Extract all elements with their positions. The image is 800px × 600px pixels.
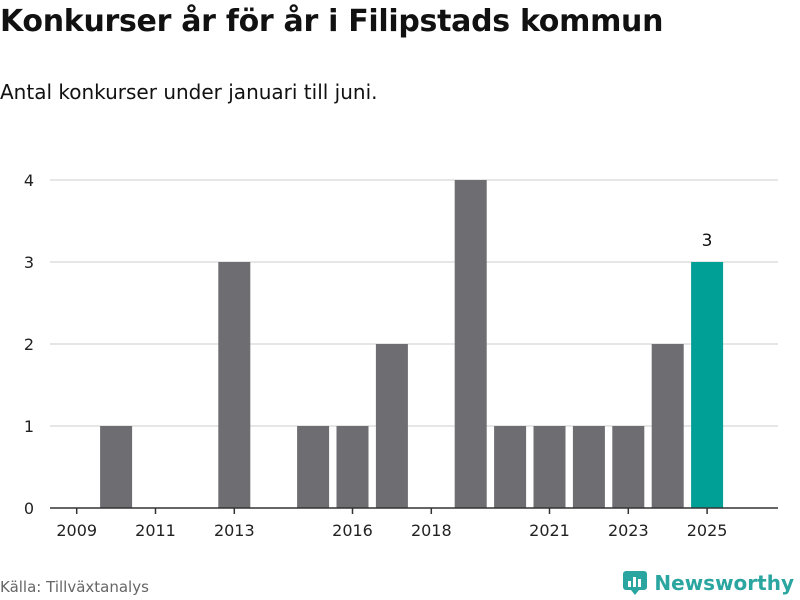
bar-chart: 0 1 2 3 4 2009 2011 2013 2016 2018 2021 2023 2025 3 (24, 171, 778, 540)
bars (100, 180, 724, 508)
x-tick-label-2009: 2009 (56, 521, 97, 540)
y-tick-label-4: 4 (24, 171, 34, 190)
bar-2016 (336, 426, 369, 508)
y-tick-label-1: 1 (24, 417, 34, 436)
bar-2023 (612, 426, 645, 508)
bar-2017 (375, 344, 408, 508)
data-label-2025: 3 (702, 231, 713, 251)
x-tick-label-2016: 2016 (332, 521, 373, 540)
labels: 0 1 2 3 4 2009 2011 2013 2016 2018 2021 2023 2025 3 (24, 171, 728, 540)
bar-2015 (297, 426, 330, 508)
bar-2020 (494, 426, 527, 508)
newsworthy-logo-icon (623, 571, 648, 595)
chart-title: Konkurser år för år i Filipstads kommun (0, 4, 664, 39)
bar-2019 (454, 180, 487, 508)
bar-2025 (691, 262, 724, 508)
axes (50, 507, 778, 514)
x-tick-label-2025: 2025 (687, 521, 728, 540)
bar-2022 (572, 426, 605, 508)
chart-subtitle: Antal konkurser under januari till juni. (0, 80, 378, 104)
x-tick-label-2023: 2023 (608, 521, 649, 540)
x-tick-label-2018: 2018 (411, 521, 452, 540)
x-tick-label-2011: 2011 (135, 521, 176, 540)
bar-2013 (218, 262, 251, 508)
source-note: Källa: Tillväxtanalys (0, 578, 149, 596)
x-tick-label-2013: 2013 (214, 521, 255, 540)
bar-2010 (100, 426, 133, 508)
brand-name: Newsworthy (654, 571, 794, 595)
bar-2021 (533, 426, 566, 508)
brand-logo: Newsworthy (622, 570, 794, 596)
y-tick-label-0: 0 (24, 499, 34, 518)
x-tick-label-2021: 2021 (529, 521, 570, 540)
y-tick-label-2: 2 (24, 335, 34, 354)
y-tick-label-3: 3 (24, 253, 34, 272)
bar-2024 (651, 344, 684, 508)
